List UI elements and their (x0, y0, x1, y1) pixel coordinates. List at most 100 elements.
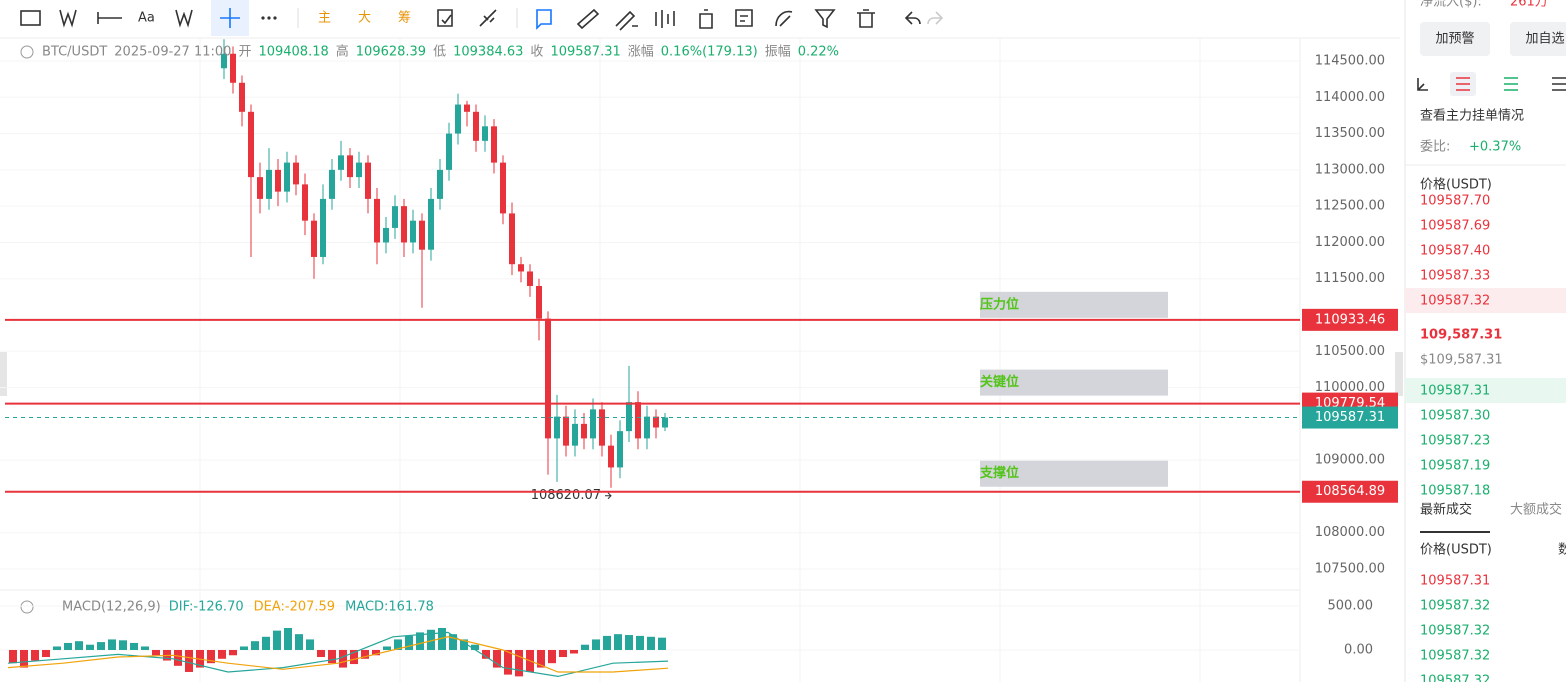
macd-bar (482, 649, 490, 659)
macd-bar (559, 649, 567, 658)
price-header: 价格(USDT) (1420, 177, 1492, 193)
right-handle[interactable] (1395, 352, 1403, 396)
line-tool[interactable] (97, 12, 122, 24)
candle-body (581, 423, 587, 439)
tool-icon[interactable] (814, 9, 836, 29)
macd-bar (570, 649, 578, 654)
candle-body (428, 198, 434, 250)
collapse-icon[interactable] (20, 600, 34, 614)
zone (980, 369, 1168, 396)
wave-tool[interactable] (59, 9, 77, 28)
toolbar: Aa 主 大 筹 (20, 0, 944, 36)
last-price-tag (1302, 406, 1398, 429)
bid-highlight (1405, 378, 1566, 403)
tab-icon[interactable] (1552, 77, 1566, 91)
tool-icon[interactable] (735, 9, 753, 27)
tab[interactable]: 最新成交 (1420, 502, 1472, 518)
tab[interactable]: 大额成交 (1510, 502, 1562, 518)
ask-price: 109587.33 (1420, 269, 1490, 284)
field-value: 109408.18 (258, 45, 328, 60)
tab-icon[interactable] (1417, 78, 1428, 91)
toolbar-item[interactable]: 大 (358, 11, 371, 26)
candle-body (527, 271, 533, 286)
candle-body (455, 104, 461, 134)
tool-icon[interactable] (536, 9, 552, 30)
button-label[interactable]: 加预警 (1435, 31, 1474, 47)
toolbar-item[interactable]: 主 (318, 11, 331, 26)
button-label[interactable]: 加自选 (1525, 32, 1564, 47)
macd-bar (658, 637, 666, 650)
tool-icon[interactable] (775, 10, 793, 27)
left-handle[interactable] (0, 352, 7, 396)
tool-icon[interactable] (576, 8, 600, 30)
macd-bar (636, 635, 644, 650)
y-tick-label: 112000.00 (1315, 235, 1385, 250)
candle-body (482, 126, 488, 141)
candle-body (365, 162, 371, 199)
crosshair-tool[interactable] (220, 8, 240, 28)
macd-bar (361, 649, 369, 659)
macd-bar (130, 642, 138, 650)
candle-body (635, 402, 641, 439)
macd-bar (86, 644, 94, 650)
toolbar-item[interactable]: 筹 (398, 10, 411, 26)
level-tag-label: 108564.89 (1315, 484, 1385, 499)
y-tick-label: 114500.00 (1315, 54, 1385, 69)
fib-tool[interactable] (175, 9, 193, 28)
text-tool[interactable]: Aa (138, 11, 155, 26)
button[interactable] (1510, 22, 1566, 56)
candle-body (329, 169, 335, 199)
candle-body (536, 285, 542, 319)
macd-bar (350, 649, 358, 665)
bid-price: 109587.30 (1420, 409, 1490, 424)
button[interactable] (1420, 22, 1490, 56)
candle-body (230, 53, 236, 83)
tool-icon[interactable] (615, 10, 638, 31)
y-tick-label: 500.00 (1328, 599, 1374, 614)
candle-body (347, 155, 353, 178)
y-tick-label: 107500.00 (1315, 562, 1385, 577)
macd-bar (262, 636, 270, 650)
macd-bar (537, 649, 545, 668)
y-tick-label: 109000.00 (1315, 453, 1385, 468)
candle-body (572, 423, 578, 446)
tab-icon[interactable] (1504, 77, 1518, 91)
y-tick-label: 0.00 (1344, 642, 1373, 657)
candle-body (545, 318, 551, 439)
candle-body (257, 177, 263, 199)
macd-bar (119, 640, 127, 650)
more-dot (267, 16, 271, 20)
time: 2025-09-27 11:00 (114, 45, 231, 60)
macd-bar (273, 630, 281, 650)
macd-bar (339, 649, 347, 668)
undo[interactable] (904, 11, 921, 25)
redo[interactable] (927, 11, 944, 25)
trade-header: 价格(USDT) (1420, 542, 1492, 558)
candle-body (419, 220, 425, 250)
tool-icon[interactable] (479, 9, 497, 27)
book-title[interactable]: 查看主力挂单情况 (1420, 108, 1524, 124)
tool-icon[interactable] (437, 9, 453, 27)
bid-price: 109587.31 (1420, 384, 1490, 399)
candle-body (284, 162, 290, 192)
trade-price: 109587.32 (1420, 599, 1490, 614)
macd-bar (97, 642, 105, 650)
tab-icon[interactable] (1456, 77, 1470, 91)
candle-body (392, 206, 398, 228)
macd-line (7, 636, 669, 673)
amount-header: 数 (1558, 543, 1566, 558)
candle-body (275, 169, 281, 192)
zone-label: 关键位 (980, 374, 1019, 390)
more-dot[interactable] (261, 16, 265, 20)
collapse-icon[interactable] (20, 45, 34, 59)
y-tick-label: 113000.00 (1315, 162, 1385, 177)
macd-bar (416, 632, 424, 650)
tool-icon[interactable] (699, 9, 713, 29)
tool-icon[interactable] (857, 9, 875, 28)
rect-tool[interactable] (20, 10, 41, 26)
candle-body (239, 82, 245, 112)
trade-price: 109587.31 (1420, 574, 1490, 589)
candle-body (302, 184, 308, 221)
tool-icon[interactable] (655, 10, 675, 28)
macd-bar (449, 634, 457, 650)
